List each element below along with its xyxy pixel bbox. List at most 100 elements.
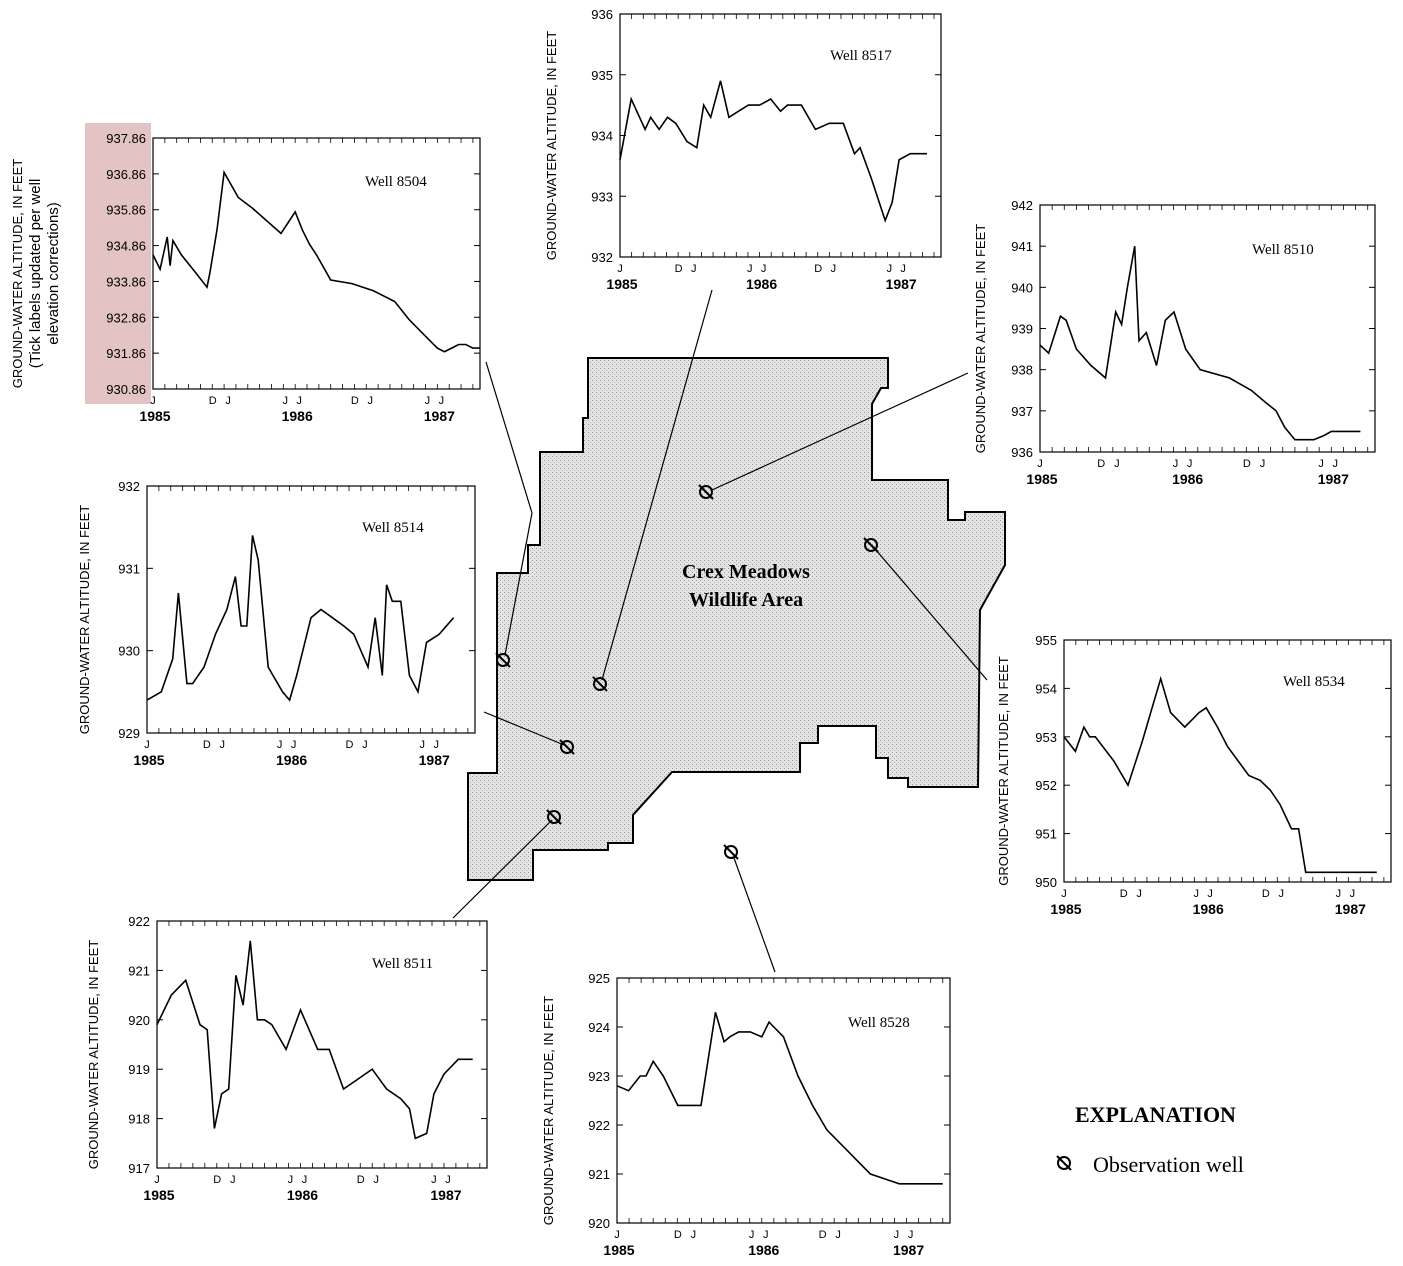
area-label-line2: Wildlife Area: [689, 589, 803, 611]
x-month-label: D: [346, 739, 354, 751]
x-month-label: J: [1260, 458, 1266, 470]
x-year-label: 1987: [430, 1187, 461, 1203]
y-axis-label: GROUND-WATER ALTITUDE, IN FEET: [10, 159, 25, 388]
x-year-label: 1986: [746, 276, 777, 292]
y-tick-label: 919: [128, 1062, 150, 1077]
y-tick-label: 935.86: [106, 203, 146, 218]
y-tick-label: 920: [128, 1013, 150, 1028]
y-tick-label: 932: [118, 479, 140, 494]
plot-frame: [616, 977, 951, 1224]
x-year-label: 1986: [282, 408, 313, 424]
y-tick-label: 918: [128, 1112, 150, 1127]
x-month-label: D: [674, 1229, 682, 1241]
x-month-label: J: [1318, 458, 1324, 470]
leader-8528: [733, 857, 776, 973]
x-month-label: D: [209, 395, 217, 407]
y-tick-label: 930: [118, 644, 140, 659]
well-label: Well 8517: [830, 48, 892, 64]
series-line: [152, 169, 480, 353]
x-month-label: J: [445, 1174, 451, 1186]
y-tick-label: 929: [118, 726, 140, 741]
observation-well-icon: [495, 652, 511, 668]
x-month-label: J: [1336, 888, 1342, 900]
x-month-label: D: [819, 1229, 827, 1241]
leader-8511: [452, 819, 553, 919]
plot-frame: [1063, 639, 1392, 883]
leader-8504-b: [504, 512, 533, 656]
well-label: Well 8511: [372, 956, 433, 972]
leader-8534: [875, 549, 988, 681]
y-tick-label: 937.86: [106, 131, 146, 146]
plot-frame: [619, 13, 942, 258]
x-year-label: 1985: [1050, 901, 1081, 917]
x-year-label: 1986: [748, 1242, 779, 1258]
explanation: EXPLANATION Observation well: [1056, 1102, 1244, 1177]
y-tick-label: 953: [1035, 730, 1057, 745]
x-month-label: J: [1061, 888, 1067, 900]
y-axis-label: GROUND-WATER ALTITUDE, IN FEET: [86, 940, 101, 1169]
x-year-label: 1986: [287, 1187, 318, 1203]
x-month-label: J: [908, 1229, 914, 1241]
plot-frame: [146, 485, 476, 734]
y-tick-label: 922: [588, 1118, 610, 1133]
y-tick-label: 936: [591, 7, 613, 22]
x-month-label: J: [617, 263, 623, 275]
x-month-label: J: [150, 395, 156, 407]
y-tick-label: 921: [588, 1167, 610, 1182]
well-label: Well 8510: [1252, 242, 1314, 258]
x-month-label: J: [1114, 458, 1120, 470]
x-year-label: 1986: [1172, 471, 1203, 487]
y-axis-label: GROUND-WATER ALTITUDE, IN FEET: [996, 656, 1011, 885]
x-month-label: J: [749, 1229, 755, 1241]
x-month-label: J: [1187, 458, 1193, 470]
x-month-label: J: [691, 1229, 697, 1241]
tick-label-highlight: [85, 123, 151, 404]
y-tick-label: 936: [1011, 445, 1033, 460]
well-label: Well 8504: [365, 174, 427, 190]
y-tick-label: 955: [1035, 633, 1057, 648]
well-label: Well 8534: [1283, 674, 1345, 690]
y-tick-label: 934: [591, 129, 613, 144]
explanation-title: EXPLANATION: [1075, 1102, 1236, 1127]
x-month-label: J: [1207, 888, 1213, 900]
y-tick-label: 951: [1035, 827, 1057, 842]
x-month-label: J: [1279, 888, 1285, 900]
x-month-label: D: [357, 1174, 365, 1186]
x-month-label: J: [614, 1229, 620, 1241]
y-tick-label: 938: [1011, 363, 1033, 378]
x-month-label: J: [373, 1174, 379, 1186]
y-tick-label: 937: [1011, 404, 1033, 419]
chart-well-8504: 937.86 936.86 935.86 934.86 933.86 932.86 931.…: [10, 123, 481, 424]
x-month-label: D: [351, 395, 359, 407]
area-label-line1: Crex Meadows: [682, 561, 810, 583]
y-tick-label: 921: [128, 963, 150, 978]
y-tick-label: 936.86: [106, 167, 146, 182]
x-month-label: D: [213, 1174, 221, 1186]
plot-frame: [152, 137, 481, 390]
observation-well-icon: [863, 537, 879, 553]
x-month-label: D: [203, 739, 211, 751]
x-month-label: J: [761, 263, 767, 275]
x-month-label: J: [831, 263, 837, 275]
x-month-label: J: [835, 1229, 841, 1241]
x-month-label: J: [225, 395, 231, 407]
x-year-label: 1985: [133, 752, 164, 768]
x-month-label: J: [431, 1174, 437, 1186]
x-month-label: J: [368, 395, 374, 407]
x-year-label: 1987: [424, 408, 455, 424]
leader-8514: [483, 711, 565, 746]
x-month-label: J: [291, 739, 297, 751]
y-tick-label: 932.86: [106, 310, 146, 325]
x-year-label: 1986: [1193, 901, 1224, 917]
series-line: [156, 940, 473, 1140]
x-month-label: J: [691, 263, 697, 275]
y-tick-label: 932: [591, 250, 613, 265]
x-month-label: J: [230, 1174, 236, 1186]
x-month-label: D: [675, 263, 683, 275]
explanation-item-label: Observation well: [1093, 1152, 1244, 1177]
